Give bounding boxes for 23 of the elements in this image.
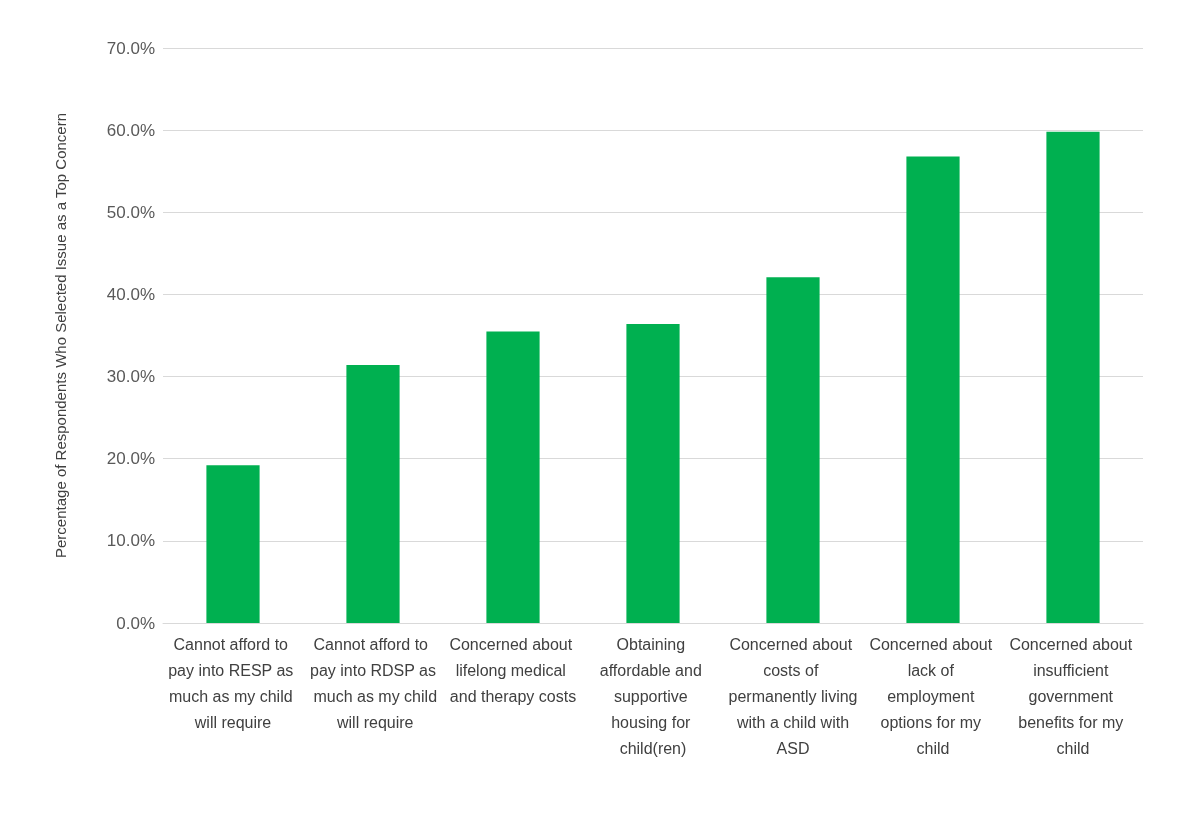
x-tick-label: Concerned about lifelong medical and therapy costs — [449, 635, 577, 705]
y-tick-label: 40.0% — [106, 284, 155, 304]
y-tick-label: 50.0% — [106, 202, 155, 222]
y-tick-label: 0.0% — [116, 613, 155, 633]
y-tick-label: 20.0% — [106, 449, 155, 469]
y-axis-title: Percentage of Respondents Who Selected Issue as a Top Concern — [52, 113, 69, 558]
x-tick-label: Obtaining affordable and supportive housing for child(ren) — [599, 635, 707, 757]
bar — [906, 156, 960, 623]
x-tick-label: Cannot afford to pay into RDSP as much as my child will require — [308, 635, 438, 731]
bar — [486, 331, 540, 623]
x-tick-label: Concerned about insufficient government benefits for my child — [1009, 635, 1137, 757]
y-tick-label: 60.0% — [106, 120, 155, 140]
bar — [1046, 131, 1100, 623]
bar — [346, 365, 400, 623]
bar — [766, 277, 820, 623]
y-tick-label: 10.0% — [106, 531, 155, 551]
x-tick-label: Concerned about costs of permanently living with a child with ASD — [728, 635, 858, 757]
bar — [206, 465, 260, 623]
y-tick-label: 70.0% — [106, 38, 155, 58]
bar — [626, 324, 680, 623]
y-tick-label: 30.0% — [106, 367, 155, 387]
x-tick-label: Cannot afford to pay into RESP as much as my child will require — [168, 635, 298, 731]
x-tick-label: Concerned about lack of employment options for my child — [869, 635, 997, 757]
